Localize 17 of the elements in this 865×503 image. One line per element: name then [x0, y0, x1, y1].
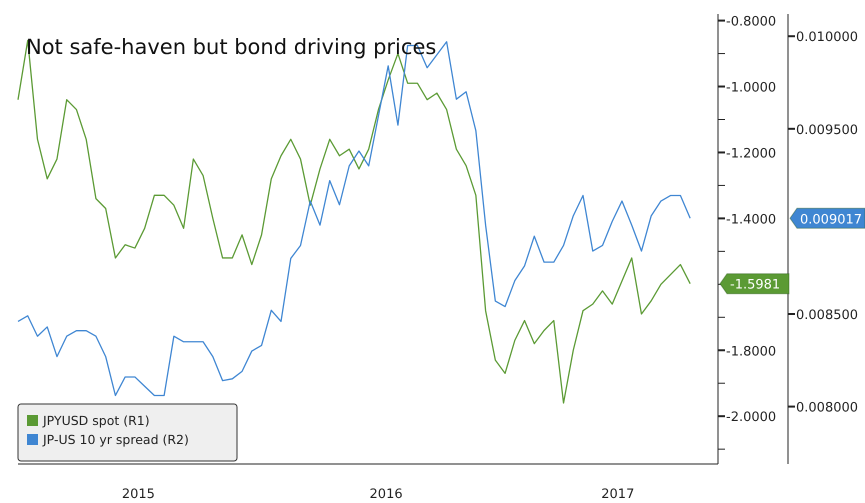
x-tick-label: 2017 — [601, 487, 634, 502]
text: 0.009017 — [800, 212, 862, 228]
legend-label: JP-US 10 yr spread (R2) — [42, 432, 189, 447]
y-tick-label: -1.8000 — [726, 344, 776, 360]
y-tick-label: -2.0000 — [726, 410, 776, 426]
legend-label: JPYUSD spot (R1) — [42, 413, 150, 428]
x-tick-label: 2015 — [122, 487, 155, 502]
y-tick-label: -1.2000 — [726, 146, 776, 162]
x-tick-label: 2016 — [370, 487, 403, 502]
y2-tick-label: 0.008500 — [796, 308, 858, 323]
y-tick-label: -0.8000 — [726, 14, 776, 30]
y-tick-label: -1.0000 — [726, 80, 776, 96]
text: -1.5981 — [730, 278, 780, 293]
y-tick-label: -1.4000 — [726, 212, 776, 228]
y2-tick-label: 0.008000 — [796, 400, 858, 416]
y2-tick-label: 0.010000 — [796, 30, 858, 46]
y2-tick-label: 0.009500 — [796, 122, 858, 138]
